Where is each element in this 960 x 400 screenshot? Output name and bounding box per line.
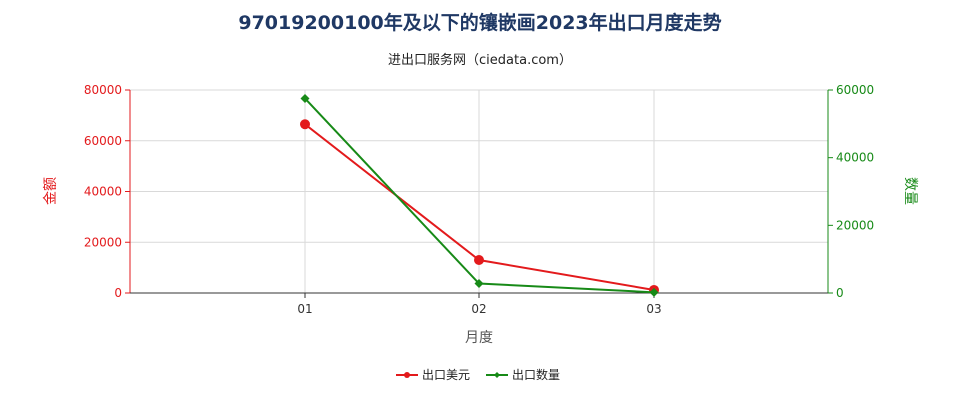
data-point-circle <box>300 119 310 130</box>
y-right-tick-label: 20000 <box>836 218 874 232</box>
legend-label-1: 出口美元 <box>422 368 470 382</box>
data-point-diamond <box>649 287 659 297</box>
y-axis-left-title: 金额 <box>43 177 59 205</box>
y-right-tick-label: 60000 <box>836 83 874 97</box>
y-left-tick-label: 80000 <box>84 83 122 97</box>
y-left-tick-label: 0 <box>114 286 122 300</box>
y-right-tick-label: 40000 <box>836 151 874 165</box>
x-tick-label: 02 <box>471 302 486 316</box>
legend[interactable]: 出口美元 出口数量 <box>396 367 560 382</box>
legend-marker-1 <box>404 372 410 378</box>
chart-subtitle: 进出口服务网（ciedata.com） <box>388 53 572 68</box>
y-left-tick-label: 40000 <box>84 185 122 199</box>
x-tick-label: 03 <box>646 302 661 316</box>
y-left-tick-label: 60000 <box>84 134 122 148</box>
y-left-tick-label: 20000 <box>84 235 122 249</box>
legend-label-2: 出口数量 <box>512 367 560 382</box>
legend-marker-2 <box>494 372 500 378</box>
data-point-circle <box>474 255 484 266</box>
y-axis-right-title: 数量 <box>902 177 918 205</box>
axes-layer: 0 20000 40000 60000 80000 01 02 03 0 20000 40000 60… <box>84 83 874 316</box>
y-right-tick-label: 0 <box>836 286 844 300</box>
series-layer <box>300 93 659 297</box>
data-point-diamond <box>474 279 484 289</box>
data-point-diamond <box>300 93 310 103</box>
chart-title: 97019200100年及以下的镶嵌画2023年出口月度走势 <box>238 12 722 34</box>
x-axis-title: 月度 <box>465 330 493 346</box>
x-tick-label: 01 <box>297 302 312 316</box>
